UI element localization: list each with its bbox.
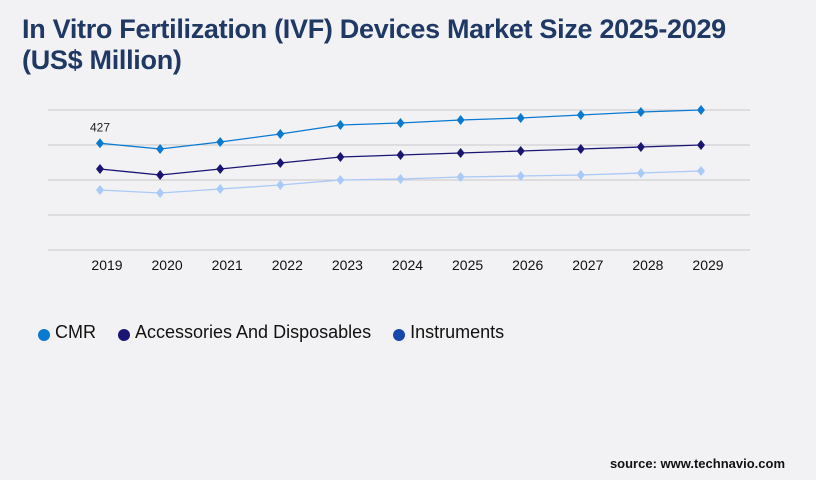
legend-marker-icon — [118, 328, 130, 341]
x-tick-label: 2029 — [692, 257, 723, 273]
series-line — [99, 109, 702, 150]
data-point — [576, 110, 585, 120]
data-point — [216, 184, 225, 194]
x-tick-label: 2021 — [212, 257, 243, 273]
data-point — [276, 180, 285, 190]
data-point — [276, 129, 285, 139]
data-point — [396, 150, 405, 160]
data-point — [396, 174, 405, 184]
data-point — [697, 166, 705, 176]
x-tick-label: 2024 — [392, 257, 423, 273]
legend-label: Accessories And Disposables — [135, 322, 372, 342]
data-point — [697, 140, 705, 150]
data-point — [456, 115, 465, 125]
data-point — [636, 168, 645, 178]
x-tick-label: 2020 — [152, 257, 183, 273]
data-point — [636, 107, 645, 117]
legend-item: Accessories And Disposables — [118, 322, 371, 343]
data-point — [96, 164, 104, 174]
data-point — [636, 142, 645, 152]
data-point — [156, 144, 165, 154]
data-point — [96, 185, 104, 195]
data-point — [456, 148, 465, 158]
data-point — [576, 144, 585, 154]
x-tick-label: 2023 — [332, 257, 363, 273]
data-point — [216, 137, 225, 147]
legend-label: Instruments — [410, 322, 505, 342]
legend-item: CMR — [38, 322, 96, 343]
x-tick-label: 2026 — [512, 257, 543, 273]
data-point — [336, 120, 345, 130]
data-point — [276, 158, 285, 168]
legend-label: CMR — [55, 322, 96, 342]
x-tick-label: 2022 — [272, 257, 303, 273]
data-label: 427 — [90, 120, 110, 134]
legend-marker-icon — [393, 328, 406, 341]
x-tick-label: 2025 — [452, 257, 483, 273]
data-point — [216, 164, 225, 174]
data-point — [336, 152, 345, 162]
legend-item: Instruments — [393, 322, 504, 343]
x-tick-label: 2028 — [632, 257, 663, 273]
data-point — [156, 188, 165, 198]
x-tick-label: 2019 — [91, 257, 122, 273]
data-point — [456, 172, 465, 182]
line-chart: 2019 2020 2021 2022 2023 2024 2025 2026 2027 2028… — [48, 105, 750, 273]
chart-title: In Vitro Fertilization (IVF) Devices Mar… — [22, 14, 726, 75]
data-point — [516, 146, 525, 156]
data-point — [396, 118, 405, 128]
data-point — [156, 170, 165, 180]
legend-marker-icon — [38, 328, 50, 341]
data-point — [96, 138, 104, 149]
legend: CMR Accessories And Disposables Instrument… — [38, 322, 504, 343]
data-point — [516, 171, 525, 181]
data-point — [336, 175, 345, 185]
data-point — [516, 113, 525, 123]
data-point — [576, 170, 585, 180]
x-tick-label: 2027 — [572, 257, 603, 273]
data-point — [697, 105, 705, 115]
source-label: source: www.technavio.com — [609, 456, 785, 471]
